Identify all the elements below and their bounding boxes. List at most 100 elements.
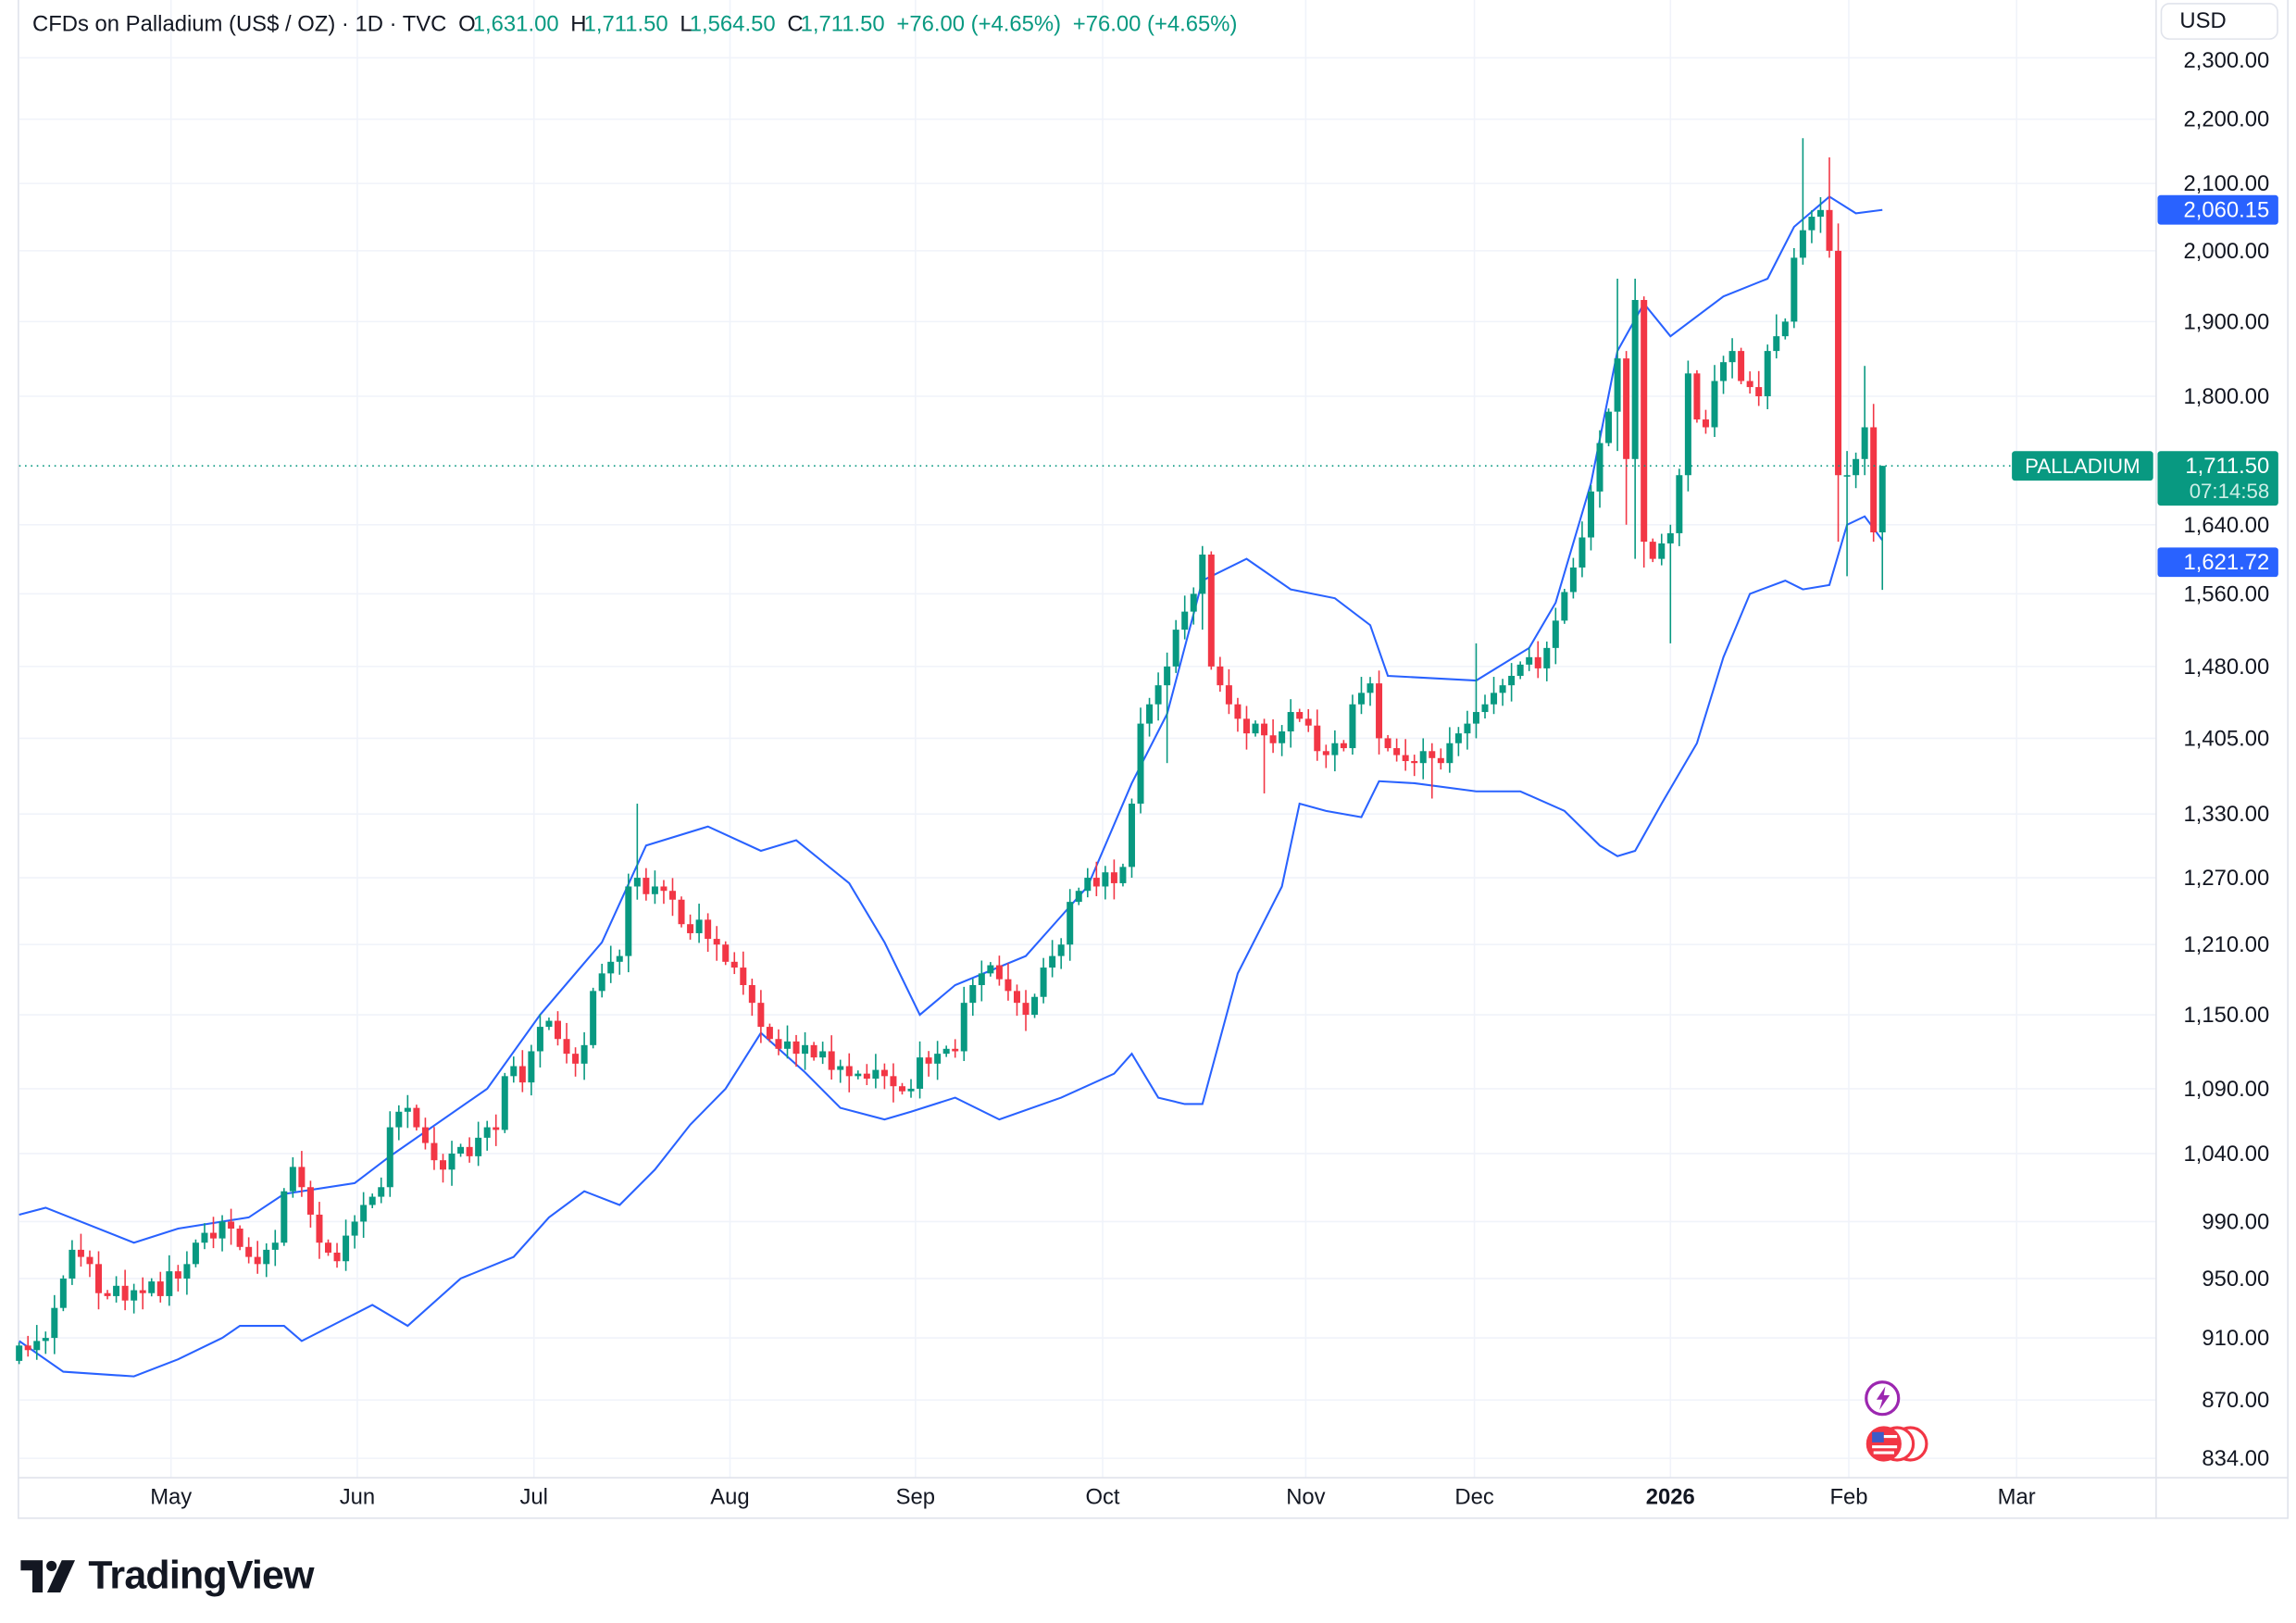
candle-body-up [934,1054,942,1064]
candle-body-down [1376,683,1383,739]
candle [572,1047,580,1077]
price-tick-label: 1,405.00 [2184,726,2270,751]
candle-body-up [1279,731,1286,743]
candle [1225,668,1232,715]
candle [792,1034,800,1067]
candle-body-up [633,878,641,887]
candle [802,1031,809,1070]
price-tick-label: 2,300.00 [2184,48,2270,73]
time-tick-label: Nov [1286,1485,1325,1510]
candle [1075,887,1082,905]
candle-body-down [1225,685,1232,705]
price-tick-label: 1,800.00 [2184,384,2270,409]
candle [1472,643,1479,739]
candle [510,1056,518,1083]
candle-body-up [131,1290,138,1301]
candle-body-up [351,1221,358,1236]
candle-body-down [1411,761,1418,764]
candle [430,1127,438,1170]
symbol-title[interactable]: CFDs on Palladium (US$ / OZ) · 1D · TVC [31,11,447,37]
price-tick-label: 870.00 [2202,1388,2269,1413]
currency-button[interactable]: USD [2160,3,2278,40]
candle-body-down [1217,666,1224,686]
candle [1578,521,1586,578]
candle-body-up [183,1264,191,1279]
candle-body-up [917,1057,924,1089]
candle-body-down [236,1229,243,1247]
bollinger-bands [19,195,1884,1378]
candle [1172,619,1179,673]
candle-body-up [166,1271,173,1296]
candle [1666,524,1674,643]
candle-body-up [960,1003,967,1052]
candle-body-down [210,1232,218,1239]
candle [1534,641,1541,679]
symbol-legend: CFDs on Palladium (US$ / OZ) · 1D · TVC … [32,12,1237,37]
candle [660,880,668,905]
candle [113,1276,120,1303]
price-tick-label: 1,900.00 [2184,309,2270,334]
candle [1437,748,1444,770]
candle [1252,720,1259,737]
candle [343,1219,350,1271]
candle [1181,595,1189,640]
candle [1446,727,1454,773]
candle [1861,366,1868,476]
candle-body-down [810,1044,817,1058]
candle [969,979,977,1017]
candle-body-up [59,1278,67,1308]
candle [783,1025,791,1059]
candle-body-up [1561,592,1568,621]
candle [1314,709,1321,761]
candle-body-up [1631,300,1639,459]
candle [298,1151,306,1197]
candle [1137,707,1144,814]
candle [766,1023,773,1042]
candle-body-up [1543,647,1551,668]
candle-body-up [404,1107,411,1112]
candle-body-up [448,1153,455,1170]
candle-body-down [705,919,712,940]
lightning-glyph [1876,1386,1890,1410]
candle-body-up [201,1232,208,1243]
candle-body-up [1049,955,1056,968]
candle [1596,430,1603,508]
candle [1720,356,1728,394]
candle [1481,694,1489,719]
candle [281,1188,288,1246]
candle-body-down [572,1054,580,1064]
candle-body-up [1075,891,1082,903]
candle-body-up [1569,567,1577,593]
candle [1773,314,1780,359]
candle-body-up [1516,664,1524,676]
candle-body-up [510,1066,518,1077]
candle [1816,196,1824,233]
tradingview-logo[interactable]: TradingView [20,1553,314,1598]
candle [368,1193,376,1208]
time-tick-label: Feb [1829,1485,1867,1510]
candle [580,1031,588,1080]
time-tick-label: Sep [896,1485,935,1510]
candle-body-down [228,1221,235,1230]
candle-body-down [440,1160,446,1170]
candle [757,990,765,1043]
candle [1234,697,1242,732]
candle [1146,697,1154,737]
bar-countdown-text: 07:14:58 [2190,480,2270,503]
price-chart[interactable]: 2,300.00 2,200.00 2,100.00 2,000.00 1,900.00… [0,0,2296,1530]
candle-body-up [1526,656,1533,665]
candle-body-down [1437,757,1444,764]
event-icons[interactable] [1865,1380,1928,1462]
candle-body-down [792,1041,800,1055]
candle-body-up [1040,968,1047,997]
candle [1516,661,1524,680]
time-tick-label: May [150,1485,192,1510]
candle [1746,371,1753,394]
candle [1587,484,1594,551]
candle-body-down [104,1292,111,1296]
candle-body-down [952,1048,959,1052]
candle [1755,370,1763,406]
last-price-tag-text: 1,711.50 [2185,454,2269,479]
open-value: 1,631.00 [472,11,559,37]
candle [1154,672,1162,721]
